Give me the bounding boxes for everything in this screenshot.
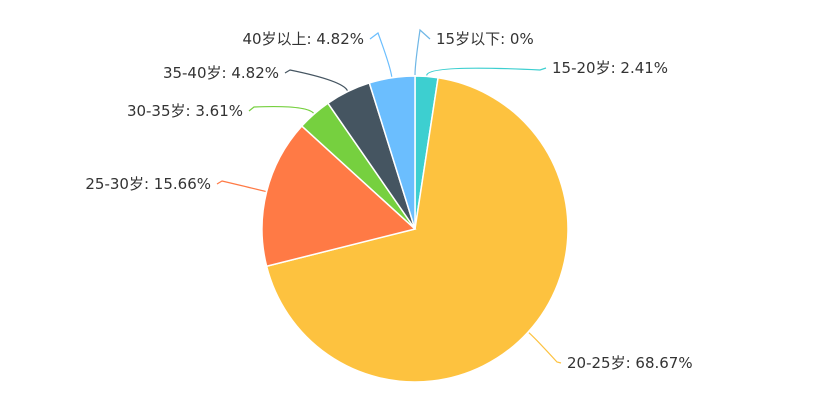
pie-label-1: 15岁以下: 0% — [436, 30, 534, 48]
pie-leader-line-6 — [284, 69, 348, 91]
pie-leader-line-4 — [216, 180, 266, 193]
pie-leader-line-1 — [414, 28, 431, 76]
pie-label-7: 40岁以上: 4.82% — [242, 30, 364, 48]
pie-leader-line-2 — [426, 67, 547, 76]
pie-slice-3 — [265, 76, 569, 383]
pie-label-3: 20-25岁: 68.67% — [567, 354, 693, 372]
pie-slice-4 — [261, 124, 417, 268]
pie-slice-7 — [368, 75, 416, 230]
pie-labels: 15岁以下: 0% 15-20岁: 2.41% 20-25岁: 68.67% 25-3… — [85, 30, 692, 372]
pie-leader-line-7 — [369, 32, 393, 77]
pie-label-4: 25-30岁: 15.66% — [85, 175, 211, 193]
pie-label-2: 15-20岁: 2.41% — [552, 59, 668, 77]
pie-leader-lines — [216, 28, 562, 364]
pie-leader-line-5 — [248, 105, 314, 114]
pie-slices — [261, 75, 569, 383]
pie-label-5: 30-35岁: 3.61% — [127, 102, 243, 120]
pie-label-6: 35-40岁: 4.82% — [163, 64, 279, 82]
pie-leader-line-3 — [528, 332, 562, 364]
